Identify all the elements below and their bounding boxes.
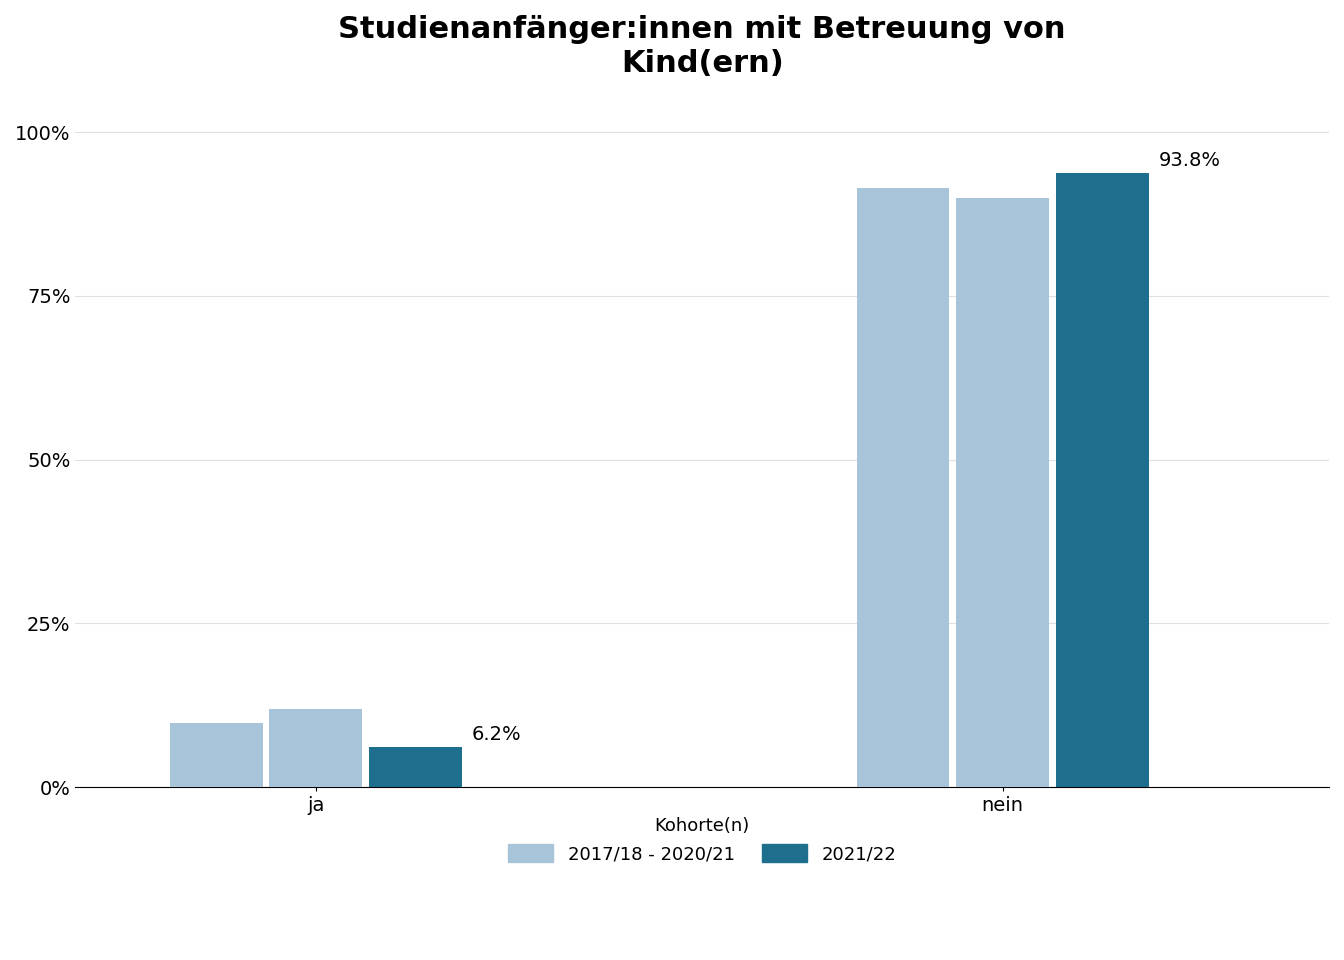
Bar	[269, 708, 362, 787]
Bar	[169, 723, 262, 787]
Text: 93.8%: 93.8%	[1159, 151, 1220, 170]
Legend: 2017/18 - 2020/21, 2021/22: 2017/18 - 2020/21, 2021/22	[491, 799, 914, 881]
Bar	[957, 198, 1050, 787]
Title: Studienanfänger:innen mit Betreuung von
Kind(ern): Studienanfänger:innen mit Betreuung von …	[339, 15, 1066, 78]
Text: 6.2%: 6.2%	[472, 725, 521, 744]
Bar	[1056, 173, 1149, 787]
Bar	[370, 747, 462, 787]
Bar	[856, 188, 949, 787]
